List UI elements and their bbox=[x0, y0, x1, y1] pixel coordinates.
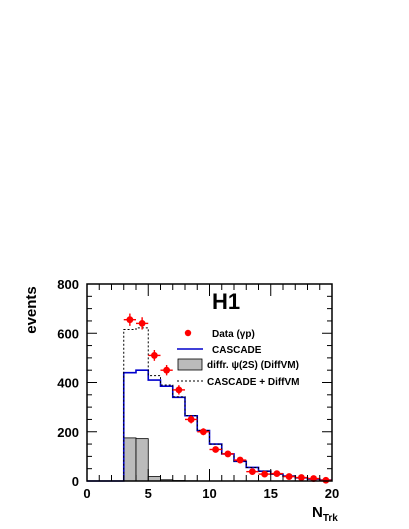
x-tick-label: 5 bbox=[145, 486, 152, 501]
legend-data-marker bbox=[184, 329, 192, 337]
cascade-plus-diffvm-line bbox=[87, 327, 332, 482]
data-point-4 bbox=[172, 385, 185, 395]
data-point-marker bbox=[187, 416, 195, 423]
x-tick-label: 0 bbox=[83, 486, 90, 501]
legend-sum-label: CASCADE + DiffVM bbox=[207, 377, 300, 388]
data-point-8 bbox=[221, 450, 234, 458]
data-point-12 bbox=[270, 470, 283, 478]
data-point-marker bbox=[261, 470, 269, 478]
x-tick-label: 20 bbox=[325, 486, 339, 501]
legend-data-label: Data (γp) bbox=[212, 329, 255, 340]
x-axis-title: NTrk bbox=[312, 504, 338, 524]
data-point-11 bbox=[258, 470, 271, 478]
legend-diffvm-label: diffr. ψ(2S) (DiffVM) bbox=[207, 360, 299, 371]
data-point-marker bbox=[126, 316, 134, 324]
data-point-marker bbox=[285, 473, 293, 480]
data-point-marker bbox=[212, 446, 220, 453]
y-tick-label: 800 bbox=[57, 277, 79, 292]
x-axis-title-sub: Trk bbox=[323, 513, 338, 524]
data-point-6 bbox=[197, 428, 210, 436]
data-point-9 bbox=[234, 456, 247, 464]
y-tick-label: 0 bbox=[72, 474, 79, 489]
y-tick-label: 400 bbox=[57, 376, 79, 391]
data-point-marker bbox=[236, 456, 244, 464]
axis-ticks bbox=[86, 283, 333, 482]
data-point-1 bbox=[136, 317, 149, 330]
diffvm-bin-3 bbox=[123, 437, 137, 482]
data-point-marker bbox=[175, 386, 183, 394]
data-point-13 bbox=[283, 473, 296, 480]
y-axis-title: events bbox=[23, 286, 40, 334]
x-axis-title-main: N bbox=[312, 504, 323, 521]
data-point-marker bbox=[224, 450, 232, 458]
data-point-0 bbox=[123, 313, 136, 326]
data-point-14 bbox=[295, 474, 308, 481]
data-point-marker bbox=[248, 468, 256, 476]
data-point-2 bbox=[148, 349, 161, 361]
y-tick-label: 600 bbox=[57, 326, 79, 341]
data-point-marker bbox=[273, 470, 281, 478]
data-point-marker bbox=[163, 366, 171, 374]
data-point-marker bbox=[138, 320, 146, 327]
diffvm-bin-4 bbox=[135, 438, 149, 482]
histogram-lines bbox=[87, 327, 332, 482]
data-point-marker bbox=[199, 428, 207, 436]
data-point-10 bbox=[246, 468, 259, 476]
experiment-label: H1 bbox=[212, 289, 240, 314]
x-tick-label: 10 bbox=[202, 486, 216, 501]
legend: Data (γp) CASCADE diffr. ψ(2S) (DiffVM) … bbox=[177, 329, 300, 388]
data-points bbox=[123, 313, 332, 484]
data-point-7 bbox=[209, 446, 222, 453]
data-point-marker bbox=[150, 352, 158, 359]
data-point-marker bbox=[297, 474, 305, 481]
x-tick-label: 15 bbox=[264, 486, 278, 501]
legend-diffvm-box bbox=[177, 358, 203, 371]
data-point-15 bbox=[307, 475, 320, 482]
data-point-3 bbox=[160, 365, 173, 376]
diffvm-histogram-fill bbox=[123, 437, 198, 482]
legend-cascade-label: CASCADE bbox=[212, 345, 262, 356]
data-point-5 bbox=[185, 415, 198, 424]
y-tick-label: 200 bbox=[57, 425, 79, 440]
data-point-marker bbox=[310, 475, 318, 482]
